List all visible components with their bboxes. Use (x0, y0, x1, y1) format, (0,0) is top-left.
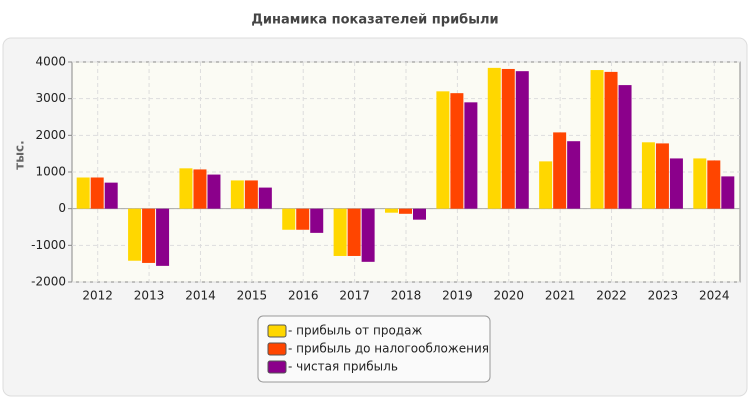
bar (385, 208, 398, 213)
x-tick-label: 2014 (185, 289, 216, 303)
bar (230, 180, 244, 209)
bar (104, 182, 118, 209)
bar (76, 177, 90, 209)
bar (567, 141, 581, 209)
bar (515, 71, 529, 209)
x-tick-label: 2022 (596, 289, 627, 303)
bar (669, 158, 683, 209)
bar (207, 174, 221, 209)
bar (655, 143, 669, 209)
x-tick-label: 2012 (82, 289, 113, 303)
x-tick-label: 2018 (391, 289, 422, 303)
legend-swatch (267, 324, 287, 338)
y-tick-label: 3000 (35, 91, 66, 105)
legend (257, 315, 491, 383)
y-tick-label: 0 (58, 201, 66, 215)
x-tick-label: 2021 (545, 289, 576, 303)
y-tick-label: 1000 (35, 165, 66, 179)
bar (618, 85, 632, 209)
x-tick-label: 2015 (237, 289, 268, 303)
bar (193, 169, 207, 209)
bar (436, 91, 450, 209)
legend-swatch (267, 342, 287, 356)
bar (282, 208, 296, 230)
x-tick-label: 2024 (699, 289, 730, 303)
x-tick-label: 2019 (442, 289, 473, 303)
bar (590, 70, 604, 209)
x-tick-label: 2023 (648, 289, 679, 303)
bar (296, 208, 310, 230)
y-tick-label: 4000 (35, 55, 66, 69)
bar (487, 67, 501, 209)
legend-label: - чистая прибыль (288, 360, 398, 374)
y-tick-label: -1000 (31, 238, 66, 252)
bar (179, 168, 193, 209)
bar (641, 142, 655, 209)
bar (604, 71, 618, 209)
legend-label: - прибыль до налогообложения (288, 342, 489, 356)
bar (310, 208, 324, 233)
bar (707, 160, 721, 209)
bar (142, 208, 156, 263)
bar (361, 208, 375, 262)
bar (450, 93, 464, 209)
y-tick-label: 2000 (35, 128, 66, 142)
x-tick-label: 2016 (288, 289, 319, 303)
legend-swatch (267, 360, 287, 374)
bar (721, 176, 735, 209)
chart-title: Динамика показателей прибыли (251, 13, 498, 28)
bar (90, 177, 104, 209)
bar (399, 208, 412, 214)
bar (553, 132, 567, 209)
y-tick-label: -2000 (31, 275, 66, 289)
bar (501, 68, 515, 209)
bar (258, 187, 272, 209)
x-tick-label: 2020 (493, 289, 524, 303)
x-tick-label: 2017 (339, 289, 370, 303)
bar (333, 208, 347, 256)
bar (244, 180, 258, 209)
x-tick-label: 2013 (134, 289, 165, 303)
legend-label: - прибыль от продаж (288, 324, 422, 338)
bar (128, 208, 142, 261)
bar (539, 161, 553, 209)
bar (347, 208, 361, 256)
bar (693, 158, 707, 209)
bar (464, 102, 478, 209)
bar (156, 208, 170, 266)
y-axis-label: тыс. (13, 140, 27, 169)
bar (413, 208, 426, 220)
